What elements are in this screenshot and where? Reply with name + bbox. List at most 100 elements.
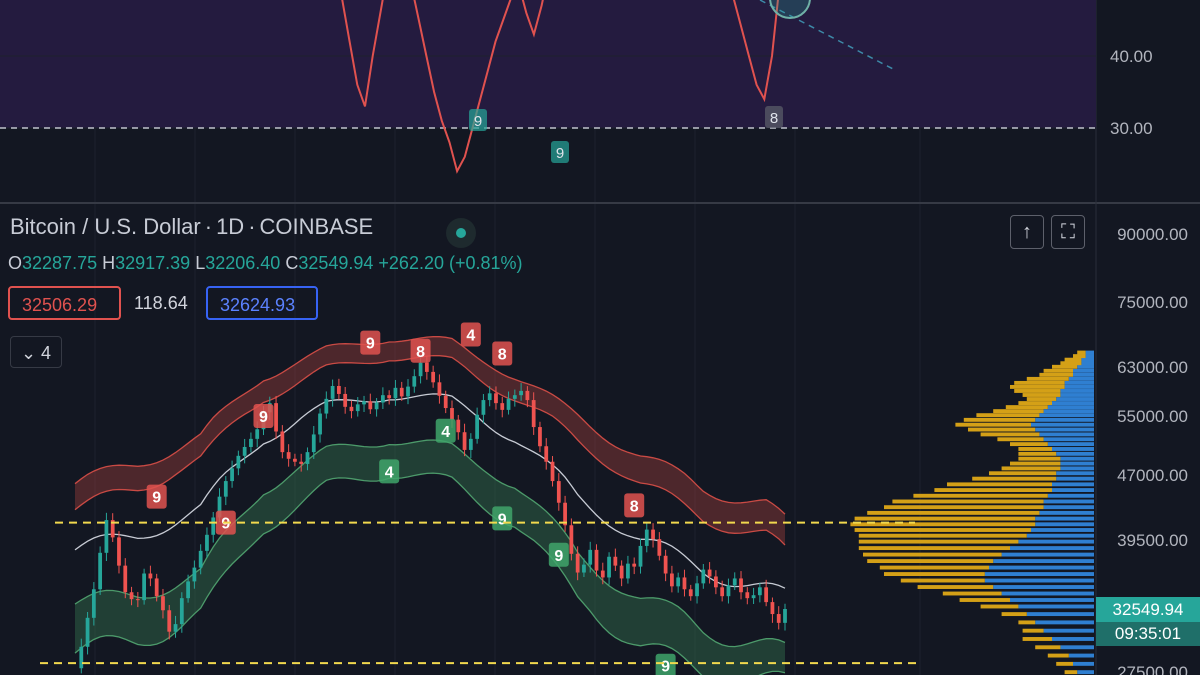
candle-body [437,382,442,396]
fullscreen-button[interactable]: ⛶ [1051,215,1085,249]
volume-bar-yellow [1026,376,1069,381]
candle-body [431,371,436,383]
candle-body [739,578,743,593]
candle-body [324,398,329,414]
candle-body [79,646,84,669]
scroll-up-button[interactable]: ↑ [1010,215,1044,249]
candle-body [167,610,172,632]
td-marker-label: 4 [385,464,394,481]
candle-body [443,395,448,409]
candle-body [399,387,404,397]
td-marker [492,341,513,366]
candle-body [85,617,90,647]
td-marker [460,322,481,347]
td-marker-label: 9 [221,516,230,533]
volume-bar-blue [1026,612,1094,617]
td-marker [410,338,431,363]
td-marker [655,653,676,675]
volume-bar-yellow [934,488,1052,493]
volume-bar-yellow [913,493,1048,498]
indicator-lower-value: 32506.29 [8,286,121,320]
candle-body [487,393,492,401]
volume-bar-blue [1018,539,1094,544]
volume-bar-blue [1047,442,1094,447]
volume-bar-blue [984,578,1094,583]
chevron-down-icon: ⌄ [20,343,37,363]
open-value: 32287.75 [22,253,98,273]
volume-bar-yellow [858,539,1019,544]
volume-bar-yellow [1018,456,1061,461]
td-marker [146,484,167,509]
candle-body [148,573,153,579]
candle-body [129,592,134,600]
candle-body [619,565,624,579]
volume-bar-yellow [1010,442,1048,447]
candle-body [343,393,348,407]
volume-bar-blue [1039,413,1094,418]
candle-body [776,614,781,623]
separator: · [248,214,256,239]
volume-bar-yellow [892,499,1044,504]
volume-bar-blue [1073,368,1094,373]
volume-bar-yellow [850,522,1036,527]
indicators-collapse-button[interactable]: ⌄ 4 [10,336,62,368]
volume-bar-blue [1052,482,1094,487]
volume-bar-blue [1001,552,1094,557]
volume-bar-yellow [993,409,1044,414]
candle-body [732,578,737,586]
volume-bar-blue [1018,604,1094,609]
volume-bar-blue [1077,364,1094,369]
volume-bar-blue [1043,499,1094,504]
volume-bar-yellow [854,528,1031,532]
rsi-pane: 40.00 30.00 9 9 8 [0,0,1153,174]
candle-body [374,402,379,410]
candle-body [186,581,190,599]
volume-bar-yellow [884,572,985,576]
rsi-band-fill [0,0,1096,128]
candle-body [670,573,674,587]
indicator-width-value: 118.64 [134,293,188,313]
volume-bar-blue [1047,405,1094,410]
candle-body [406,386,410,397]
interval: 1D [216,214,245,239]
volume-bar-blue [1056,451,1094,456]
candle-body [695,583,699,597]
candle-body [173,624,178,632]
candle-body [355,404,360,412]
rsi-tick-label: 40.00 [1110,47,1153,66]
td-marker-label: 8 [630,498,639,515]
symbol-title[interactable]: Bitcoin / U.S. Dollar · 1D · COINBASE [10,214,373,240]
arrow-up-icon: ↑ [1022,221,1032,243]
volume-bar-yellow [900,578,985,583]
candle-body [280,431,285,453]
rsi-tick-label: 30.00 [1110,119,1153,138]
price-tick-label: 27500.00 [1117,663,1188,675]
volume-bar-yellow [1047,653,1069,658]
candle-body [632,563,637,567]
candle-body [104,520,109,553]
volume-bar-yellow [1001,466,1061,471]
volume-bar-blue [1035,620,1094,625]
rsi-marker-label: 9 [474,113,482,130]
envelope-bands [74,336,786,675]
exchange: COINBASE [259,214,374,239]
candle-body [726,585,731,597]
volume-bar-blue [1085,350,1094,355]
rsi-marker-label: 9 [556,145,564,162]
volume-bar-blue [1064,380,1094,385]
candle-body [588,549,593,565]
middle-line [74,393,786,589]
candle-body [117,537,121,566]
candle-body [223,481,228,497]
volume-bar-yellow [1010,384,1065,389]
volume-bar-blue [1043,437,1094,442]
volume-bar-blue [1026,533,1094,538]
support-resistance-lines [40,521,918,665]
volume-bar-blue [1035,522,1094,527]
candle-body [468,438,473,450]
price-tick-label: 90000.00 [1117,225,1188,244]
volume-bar-blue [1081,357,1094,362]
volume-bar-blue [1052,447,1094,451]
candle-body [135,599,140,601]
